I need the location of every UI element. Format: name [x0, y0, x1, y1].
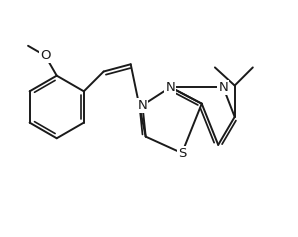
Text: O: O — [40, 49, 50, 62]
Text: N: N — [218, 81, 228, 94]
Text: N: N — [166, 81, 175, 94]
Text: O: O — [40, 49, 50, 62]
Text: N: N — [138, 99, 147, 112]
Text: S: S — [178, 147, 186, 160]
